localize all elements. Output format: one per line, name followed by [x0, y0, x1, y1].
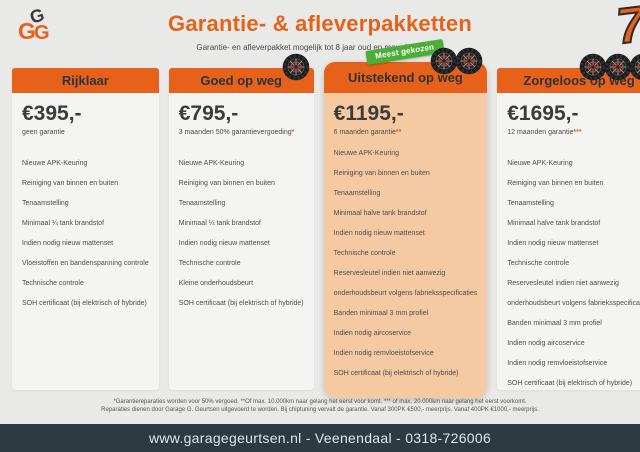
- feature-item: Tenaamstelling: [507, 200, 554, 207]
- guarantee-text: 3 maanden 50% garantievergoeding: [178, 129, 292, 136]
- feature-item: SOH certificaat (bij elektrisch of hybri…: [22, 300, 147, 307]
- page-subtitle: Garantie- en afleverpakket mogelijk tot …: [196, 43, 444, 52]
- feature-item: onderhoudsbeurt volgens fabrieksspecific…: [333, 290, 478, 297]
- tire-rating: [282, 53, 310, 81]
- feature-item: Minimaal halve tank brandstof: [333, 210, 427, 217]
- package-body: €1195,- 6 maanden garantie** Nieuwe APK-…: [324, 93, 488, 388]
- package-header: Goed op weg: [168, 68, 314, 93]
- tire-rating: [579, 53, 640, 81]
- garage-geurtsen-logo: G G G: [16, 4, 62, 50]
- tire-icon: [579, 53, 607, 81]
- tire-icon: [455, 47, 483, 75]
- package-card-rijklaar: Rijklaar €395,- geen garantie Nieuwe APK…: [12, 68, 159, 390]
- footer-contact: www.garagegeurtsen.nl - Veenendaal - 031…: [148, 430, 492, 446]
- logo-letter: G: [34, 22, 50, 44]
- package-card-goed-op-weg: Goed op weg €795,- 3 maanden 50% garanti…: [168, 53, 314, 390]
- package-title: Goed op weg: [200, 73, 282, 88]
- feature-item: Technische controle: [22, 280, 84, 287]
- feature-item: Banden minimaal 3 mm profiel: [333, 310, 429, 317]
- feature-item: Reservesleutel indien niet aanwezig: [507, 280, 619, 287]
- feature-item: Indien nodig aircoservice: [333, 330, 412, 337]
- feature-list: Nieuwe APK-Keuring Reiniging van binnen e…: [179, 158, 304, 318]
- package-body: €1695,- 12 maanden garantie*** Nieuwe AP…: [497, 93, 640, 398]
- feature-list: Nieuwe APK-Keuring Reiniging van binnen e…: [334, 148, 478, 388]
- feature-item: Minimaal halve tank brandstof: [507, 220, 601, 227]
- feature-item: Minimaal ¼ tank brandstof: [22, 220, 105, 227]
- feature-item: SOH certificaat (bij elektrisch of hybri…: [507, 380, 633, 387]
- feature-item: Reiniging van binnen en buiten: [22, 180, 119, 187]
- feature-item: Reservesleutel indien niet aanwezig: [333, 270, 446, 277]
- feature-item: Technische controle: [507, 260, 570, 267]
- feature-item: Vloeistoffen en bandenspanning controle: [22, 260, 149, 267]
- tire-icon: [629, 54, 640, 80]
- package-title: Zorgeloos op weg: [523, 73, 635, 88]
- guarantee-text: geen garantie: [22, 129, 65, 136]
- feature-item: Tenaamstelling: [178, 200, 226, 207]
- package-header: Rijklaar: [12, 68, 159, 93]
- feature-item: onderhoudsbeurt volgens fabrieksspecific…: [507, 300, 640, 307]
- feature-item: Technische controle: [333, 250, 396, 257]
- logo-letter: G: [18, 18, 36, 44]
- feature-item: SOH certificaat (bij elektrisch of hybri…: [333, 370, 459, 377]
- feature-item: Indien nodig remvloeistofservice: [333, 350, 434, 357]
- feature-item: Minimaal ¼ tank brandstof: [178, 220, 261, 227]
- feature-item: Nieuwe APK-Keuring: [507, 160, 573, 167]
- package-guarantee: 12 maanden garantie***: [507, 129, 640, 136]
- feature-item: Reiniging van binnen en buiten: [333, 170, 430, 177]
- guarantee-text: 6 maanden garantie: [333, 129, 396, 136]
- feature-item: Reiniging van binnen en buiten: [178, 180, 275, 187]
- feature-item: Indien nodig nieuw mattenset: [22, 240, 114, 247]
- feature-item: Indien nodig nieuw mattenset: [507, 240, 599, 247]
- feature-list: Nieuwe APK-Keuring Reiniging van binnen e…: [507, 158, 640, 398]
- package-guarantee: 6 maanden garantie**: [334, 129, 478, 136]
- guarantee-stars: **: [395, 129, 402, 136]
- guarantee-stars: ***: [573, 129, 582, 136]
- package-price: €1195,-: [333, 102, 404, 125]
- tire-icon: [282, 53, 309, 81]
- tire-icon: [604, 53, 632, 81]
- feature-item: SOH certificaat (bij elektrisch of hybri…: [178, 300, 304, 307]
- feature-item: Reiniging van binnen en buiten: [507, 180, 604, 187]
- guarantee-text: 12 maanden garantie: [507, 129, 574, 136]
- tire-icon: [430, 47, 458, 75]
- footer-bar: www.garagegeurtsen.nl - Veenendaal - 031…: [0, 424, 640, 452]
- footnote-line: Reparaties dienen door Garage G. Geurtse…: [101, 407, 539, 413]
- page-title: Garantie- & afleverpakketten: [168, 11, 472, 36]
- feature-item: Kleine onderhoudsbeurt: [178, 280, 254, 287]
- feature-list: Nieuwe APK-Keuring Reiniging van binnen e…: [22, 158, 149, 318]
- package-title: Rijklaar: [61, 73, 109, 88]
- package-body: €395,- geen garantie Nieuwe APK-Keuring R…: [12, 93, 159, 318]
- footnotes: *Garantiereparaties worden voor 50% verg…: [0, 398, 640, 414]
- guarantee-stars: *: [291, 129, 295, 136]
- feature-item: Tenaamstelling: [333, 190, 381, 197]
- package-price: €1695,-: [507, 102, 579, 125]
- feature-item: Tenaamstelling: [22, 200, 69, 207]
- feature-item: Nieuwe APK-Keuring: [22, 160, 88, 167]
- package-card-zorgeloos-op-weg: Zorgeloos op weg €1695,- 12 maanden gara…: [497, 53, 640, 390]
- package-card-uitstekend-op-weg: Meest gekozen: [323, 39, 488, 398]
- package-title: Uitstekend op weg: [348, 70, 463, 85]
- feature-item: Technische controle: [178, 260, 241, 267]
- tire-rating: [430, 47, 483, 75]
- feature-item: Banden minimaal 3 mm profiel: [507, 320, 602, 327]
- package-guarantee: 3 maanden 50% garantievergoeding*: [179, 129, 304, 136]
- package-price: €395,-: [22, 102, 82, 125]
- feature-item: Nieuwe APK-Keuring: [178, 160, 245, 167]
- feature-item: Indien nodig nieuw mattenset: [333, 230, 425, 237]
- package-guarantee: geen garantie: [22, 129, 149, 136]
- footnote-line: *Garantiereparaties worden voor 50% verg…: [113, 399, 527, 405]
- package-price: €795,-: [178, 102, 239, 125]
- package-body: €795,- 3 maanden 50% garantievergoeding*…: [169, 93, 314, 318]
- package-columns: Rijklaar €395,- geen garantie Nieuwe APK…: [12, 39, 640, 398]
- feature-item: Indien nodig aircoservice: [507, 340, 585, 347]
- feature-item: Nieuwe APK-Keuring: [333, 150, 400, 157]
- feature-item: Indien nodig remvloeistofservice: [507, 360, 608, 367]
- package-header: Uitstekend op weg: [323, 62, 488, 93]
- feature-item: Indien nodig nieuw mattenset: [178, 240, 270, 247]
